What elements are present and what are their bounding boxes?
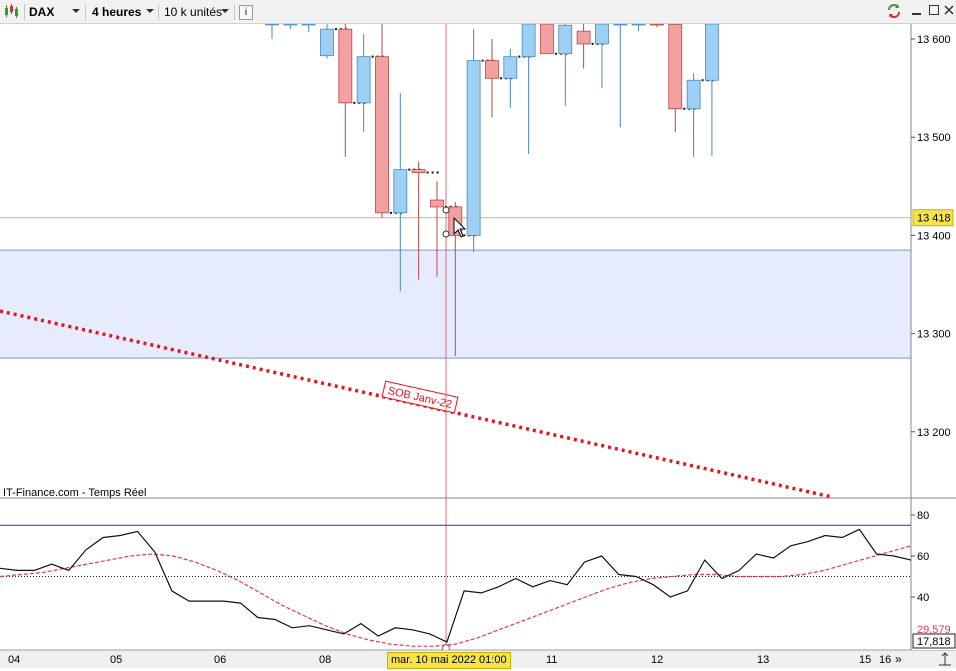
units-selector[interactable]: 10 k unités xyxy=(164,5,223,19)
oscillator-cursor-point xyxy=(442,644,450,650)
candle xyxy=(558,24,573,106)
refresh-icon[interactable] xyxy=(886,3,902,23)
price-panel: SOB Janv-22 13 600 13 500 13 400 13 300 13 20… xyxy=(0,24,956,650)
candle xyxy=(595,24,609,89)
candle-body xyxy=(650,24,664,26)
candle-body xyxy=(595,24,609,45)
x-tick-label: 13 xyxy=(757,654,770,666)
units-dropdown-icon[interactable] xyxy=(221,9,229,13)
source-label: IT-Finance.com - Temps Réel xyxy=(3,487,146,499)
osc-y-tick-label: 60 xyxy=(917,551,929,563)
instrument-dropdown-icon[interactable] xyxy=(72,9,80,13)
candle-body xyxy=(668,24,683,110)
instrument-selector[interactable]: DAX xyxy=(29,5,55,19)
trendline xyxy=(0,309,833,499)
main-value-label: 17,818 xyxy=(917,636,951,648)
maximize-icon[interactable] xyxy=(928,3,940,21)
cursor-point-low xyxy=(442,230,450,238)
candle xyxy=(356,34,386,133)
trendline-label-box xyxy=(381,380,459,414)
x-tick-label: 05 xyxy=(110,654,123,666)
x-tick-label: 11 xyxy=(546,654,558,666)
x-tick-label: 08 xyxy=(319,654,332,666)
candle xyxy=(668,24,698,133)
candle-body xyxy=(393,169,408,214)
candle-body xyxy=(411,169,426,173)
current-price-label: 13 418 xyxy=(917,213,951,225)
signal-value-box xyxy=(913,623,953,635)
candle-body xyxy=(540,24,554,55)
candle-body xyxy=(558,24,573,55)
y-tick-label: 13 300 xyxy=(917,329,951,341)
chart-toolbar: DAX 4 heures 10 k unités i xyxy=(0,0,956,24)
main-value-badge: 17,818 xyxy=(912,633,956,649)
candle-body xyxy=(430,199,444,208)
x-tick-label: 16 xyxy=(879,654,892,666)
signal-value-badge: 29,579 xyxy=(913,623,953,636)
candle xyxy=(466,29,496,253)
y-tick-label: 13 600 xyxy=(917,34,951,46)
main-value-box xyxy=(912,633,956,649)
candle-body xyxy=(301,24,316,26)
candle-body xyxy=(466,60,481,236)
scroll-right-icon[interactable]: » xyxy=(895,652,902,666)
candle xyxy=(631,24,646,32)
minimize-icon[interactable] xyxy=(911,3,923,21)
oscillator-signal-line xyxy=(0,545,912,647)
candle-body xyxy=(356,56,371,104)
candle-body xyxy=(320,28,334,57)
x-tick-label: 12 xyxy=(651,654,664,666)
candle-body xyxy=(521,24,536,58)
candle-body xyxy=(613,24,628,26)
candle xyxy=(705,24,719,156)
oscillator-main-line xyxy=(0,528,912,643)
timeframe-selector[interactable]: 4 heures xyxy=(92,5,142,19)
osc-y-tick-label: 80 xyxy=(917,510,929,522)
candle-body xyxy=(503,56,518,79)
info-icon[interactable]: i xyxy=(239,5,253,20)
candle-body xyxy=(283,24,298,26)
candle xyxy=(686,73,716,157)
candle-body xyxy=(576,30,591,45)
signal-value-label: 29,579 xyxy=(917,624,951,636)
close-icon[interactable] xyxy=(943,3,955,21)
zoom-icon[interactable] xyxy=(938,652,952,671)
candle-body xyxy=(375,56,389,214)
y-tick-label: 13 200 xyxy=(917,427,951,439)
candle xyxy=(301,24,316,33)
candle-body xyxy=(686,79,701,110)
y-tick-label: 13 400 xyxy=(917,230,951,242)
candle xyxy=(613,24,628,128)
current-price-badge: 13 418 xyxy=(912,209,954,227)
candle xyxy=(411,161,441,280)
y-tick-label: 13 500 xyxy=(917,132,951,144)
osc-y-tick-label: 40 xyxy=(917,592,929,604)
mouse-cursor-icon xyxy=(453,216,467,238)
candle-body xyxy=(265,24,279,26)
candle-body xyxy=(631,24,646,26)
trendline-label: SOB Janv-22 xyxy=(381,380,459,414)
x-tick-label: 04 xyxy=(8,654,21,666)
candlestick-icon[interactable] xyxy=(3,3,19,21)
x-tick-label: 06 xyxy=(214,654,227,666)
timeframe-dropdown-icon[interactable] xyxy=(146,9,154,13)
current-price-badge-box xyxy=(912,209,954,227)
cursor-date-label: mar. 10 mai 2022 01:00 xyxy=(387,652,511,669)
candle xyxy=(521,24,536,154)
x-tick-label: 15 xyxy=(859,654,872,666)
price-chart[interactable]: SOB Janv-22 13 600 13 500 13 400 13 300 13 20… xyxy=(0,24,956,650)
candle xyxy=(503,48,533,108)
cursor-point-high xyxy=(442,206,450,214)
candle xyxy=(283,24,298,30)
candle-body xyxy=(485,60,499,79)
time-axis: 04 05 06 08 11 12 13 15 16 mar. 10 mai 2022 01:0… xyxy=(0,650,956,671)
candle xyxy=(265,24,279,39)
candle-body xyxy=(705,24,719,81)
candle-body xyxy=(338,28,353,104)
candle xyxy=(650,24,664,28)
